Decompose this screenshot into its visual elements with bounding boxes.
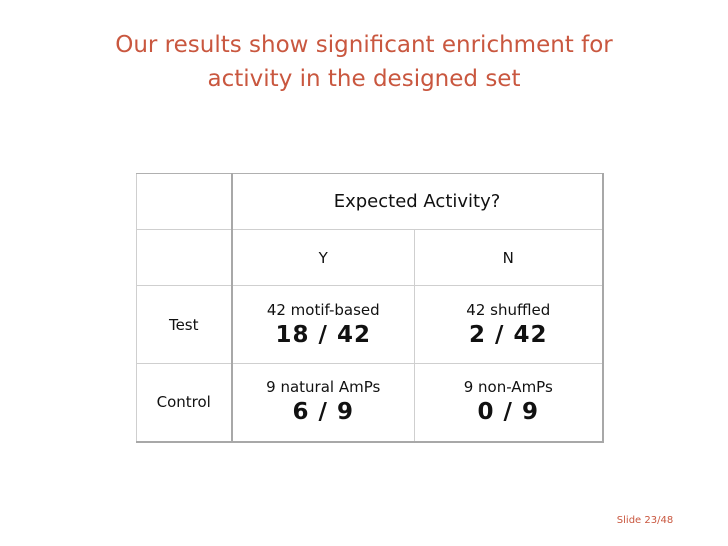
test-y-cell: 42 motif-based 18 / 42 [231, 285, 415, 364]
cell-description: 9 natural AmPs [266, 378, 381, 397]
expected-activity-header: Expected Activity? [230, 173, 604, 230]
control-n-cell: 9 non-AmPs 0 / 9 [413, 363, 604, 443]
control-y-cell: 9 natural AmPs 6 / 9 [231, 363, 415, 443]
column-header-y: Y [231, 229, 415, 286]
empty-corner-cell [136, 173, 233, 230]
results-table: Expected Activity? Y N Test 42 motif-bas… [136, 173, 604, 443]
cell-value: 2 / 42 [469, 321, 548, 348]
table-subheader-row: Y N [136, 229, 604, 286]
cell-value: 6 / 9 [292, 399, 354, 426]
row-label-control: Control [136, 363, 233, 443]
cell-description: 42 shuffled [466, 300, 551, 319]
slide-title-line-1: Our results show significant enrichment … [115, 32, 613, 58]
table-header-row: Expected Activity? [136, 173, 604, 230]
column-header-n: N [413, 229, 604, 286]
table-row-control: Control 9 natural AmPs 6 / 9 9 non-AmPs … [136, 363, 604, 443]
cell-value: 18 / 42 [275, 321, 371, 348]
slide-title: Our results show significant enrichment … [40, 28, 688, 96]
empty-corner-cell [136, 229, 233, 286]
slide-title-line-2: activity in the designed set [207, 66, 521, 92]
cell-value: 0 / 9 [477, 399, 539, 426]
row-label-test: Test [136, 285, 233, 364]
test-n-cell: 42 shuffled 2 / 42 [413, 285, 604, 364]
cell-description: 42 motif-based [266, 300, 380, 319]
cell-description: 9 non-AmPs [463, 378, 553, 397]
table-row-test: Test 42 motif-based 18 / 42 42 shuffled … [136, 285, 604, 364]
slide-number: Slide 23/48 [616, 515, 674, 526]
